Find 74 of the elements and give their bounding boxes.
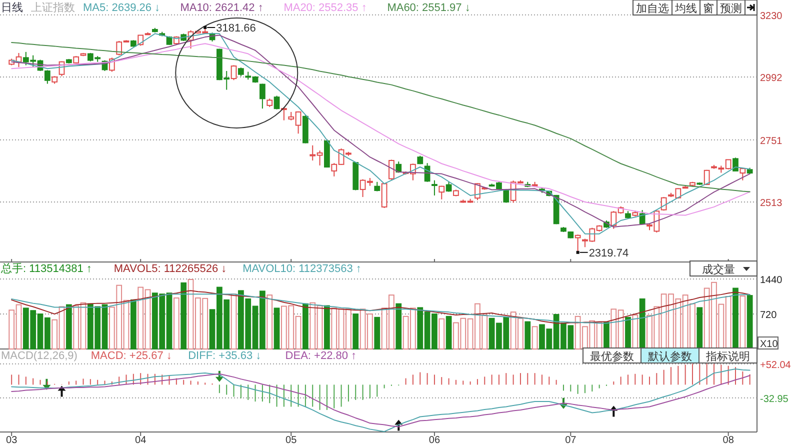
candlestick (230, 64, 237, 81)
bar (266, 294, 273, 350)
y-tick-label: 2751 (760, 136, 783, 147)
annotation: 指标说明 (705, 351, 750, 363)
y-tick-label: 2513 (760, 198, 783, 209)
series-label: MA5: 2639.26 ↓ (83, 2, 160, 14)
candlestick (388, 159, 394, 180)
text: 总手: 113514381 ↑ (0, 262, 92, 275)
bar (174, 297, 180, 350)
x-tick-label: 04 (135, 435, 147, 444)
bar (446, 316, 452, 350)
annotation: 2319.74 (588, 247, 629, 260)
y-tick-label: 720 (760, 310, 778, 322)
y-tick-label: +52.04 (760, 360, 792, 371)
bar (732, 288, 738, 350)
bar (524, 321, 531, 350)
text: MA60: 2551.97 ↓ (387, 2, 470, 14)
candlestick (438, 185, 445, 200)
x-tick-label: 07 (565, 435, 577, 444)
series-label: DIFF: +35.63 ↓ (188, 350, 262, 362)
x-tick-label: 03 (6, 435, 18, 444)
bar (66, 304, 72, 350)
series-label: MACD: +25.67 ↓ (90, 350, 172, 362)
annotation: 成交量 (702, 263, 735, 276)
bar (352, 314, 359, 350)
annotation: 加自选 (636, 2, 669, 15)
chart-title: MACD(12,26,9) (1, 350, 78, 362)
bar (130, 299, 136, 350)
bar (324, 305, 330, 350)
candlestick (381, 182, 388, 208)
y-tick-label: 1440 (760, 275, 783, 286)
candlestick (260, 83, 266, 110)
candlestick (432, 180, 438, 196)
bar (396, 303, 402, 350)
bar (274, 308, 280, 350)
annotation: 均线 (674, 2, 697, 15)
candlestick (274, 95, 280, 110)
bar (625, 316, 631, 350)
bar (532, 326, 538, 350)
annotation: 窗 (703, 2, 714, 15)
candlestick (374, 181, 380, 192)
bar (604, 322, 610, 350)
bar (302, 303, 308, 350)
bar (639, 298, 646, 350)
annotation: 预测 (720, 3, 742, 15)
bar (696, 307, 703, 350)
chart-subtitle: 上证指数 (31, 1, 75, 14)
candlestick (446, 181, 452, 192)
candlestick (503, 188, 510, 204)
y-tick-label: -32.95 (760, 394, 789, 405)
bar (746, 295, 753, 350)
bar (230, 294, 237, 350)
candlestick (44, 70, 50, 84)
candlestick (396, 161, 402, 174)
bar (180, 282, 187, 350)
x-tick-label: 08 (722, 435, 734, 444)
text: DEA: +22.80 ↑ (285, 350, 357, 362)
annotation: 最优参数 (590, 350, 634, 363)
series-label: MAVOL5: 112265526 ↓ (114, 263, 227, 275)
series-label: MAVOL10: 112373563 ↑ (242, 263, 362, 275)
x-tick-label: 05 (286, 435, 298, 444)
chart-title: 日线 (1, 1, 23, 14)
candlestick (732, 157, 738, 172)
candlestick (740, 168, 746, 181)
annotation: 默认参数 (647, 350, 692, 363)
text: MA20: 2552.35 ↑ (284, 2, 367, 14)
bar (374, 316, 380, 350)
y-tick-label: 3230 (760, 10, 783, 22)
annotation: 3181.66 (216, 22, 256, 34)
x-tick-label: 06 (428, 435, 440, 444)
bar (438, 318, 445, 350)
y-axis-title: X10 (760, 339, 778, 350)
text: MA10: 2621.42 ↑ (180, 2, 264, 14)
y-tick-label: 2992 (760, 72, 783, 84)
